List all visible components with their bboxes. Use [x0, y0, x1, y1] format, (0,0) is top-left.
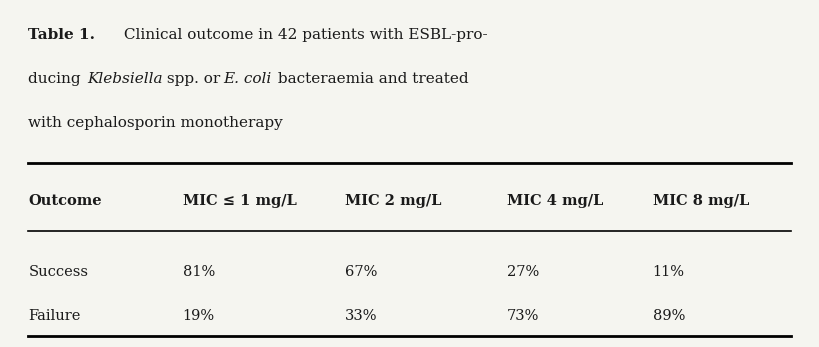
Text: with cephalosporin monotherapy: with cephalosporin monotherapy — [29, 116, 283, 130]
Text: Failure: Failure — [29, 309, 81, 323]
Text: MIC 2 mg/L: MIC 2 mg/L — [345, 194, 441, 208]
Text: spp. or: spp. or — [162, 72, 225, 86]
Text: Outcome: Outcome — [29, 194, 102, 208]
Text: 81%: 81% — [183, 265, 215, 279]
Text: MIC ≤ 1 mg/L: MIC ≤ 1 mg/L — [183, 194, 296, 208]
Text: 11%: 11% — [653, 265, 685, 279]
Text: 73%: 73% — [507, 309, 539, 323]
Text: Clinical outcome in 42 patients with ESBL-pro-: Clinical outcome in 42 patients with ESB… — [120, 28, 488, 42]
Text: 19%: 19% — [183, 309, 215, 323]
Text: Klebsiella: Klebsiella — [88, 72, 163, 86]
Text: MIC 4 mg/L: MIC 4 mg/L — [507, 194, 603, 208]
Text: Table 1.: Table 1. — [29, 28, 96, 42]
Text: ducing: ducing — [29, 72, 86, 86]
Text: 33%: 33% — [345, 309, 377, 323]
Text: bacteraemia and treated: bacteraemia and treated — [274, 72, 469, 86]
Text: Success: Success — [29, 265, 88, 279]
Text: E. coli: E. coli — [223, 72, 271, 86]
Text: MIC 8 mg/L: MIC 8 mg/L — [653, 194, 749, 208]
Text: 27%: 27% — [507, 265, 539, 279]
Text: 67%: 67% — [345, 265, 377, 279]
Text: 89%: 89% — [653, 309, 685, 323]
